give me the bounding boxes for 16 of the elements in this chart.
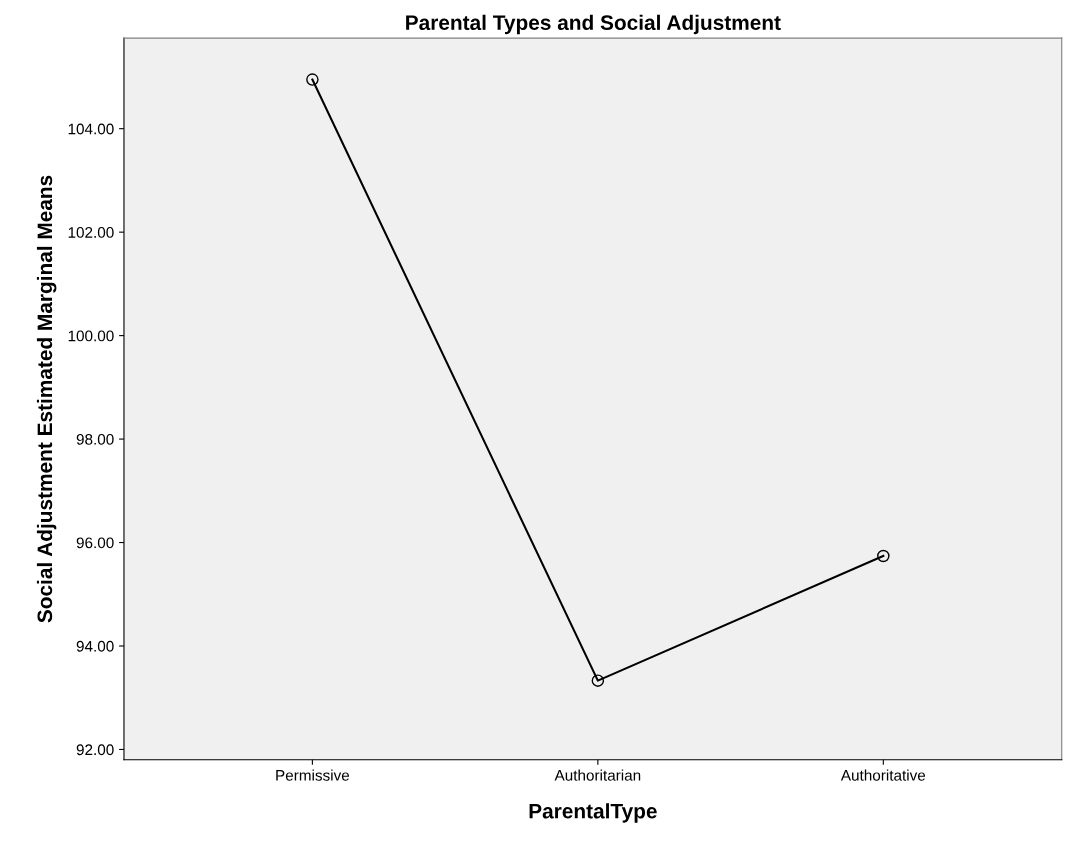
point (591, 674, 605, 687)
y-tick-label: 102.00 (68, 227, 114, 238)
y-tick-label: 94.00 (76, 640, 114, 652)
y-tick-label: 98.00 (76, 433, 114, 445)
chart-title: Parental Types and Social Adjustment (406, 14, 781, 35)
point (877, 549, 890, 563)
y-axis-title: Social Adjustment Estimated Marginal Means (36, 175, 57, 623)
x-tick-label: Authoritative (840, 769, 926, 781)
x-tick-label: Authoritarian (554, 769, 641, 781)
y-tick-label: 92.00 (76, 744, 114, 756)
y-tick-label: 96.00 (76, 537, 114, 549)
x-axis-title: ParentalType (529, 803, 657, 823)
x-tick-label: Permissive (276, 769, 350, 781)
point (306, 73, 319, 86)
y-tick-label: 100.00 (68, 330, 114, 342)
y-tick-label: 104.00 (68, 123, 114, 135)
